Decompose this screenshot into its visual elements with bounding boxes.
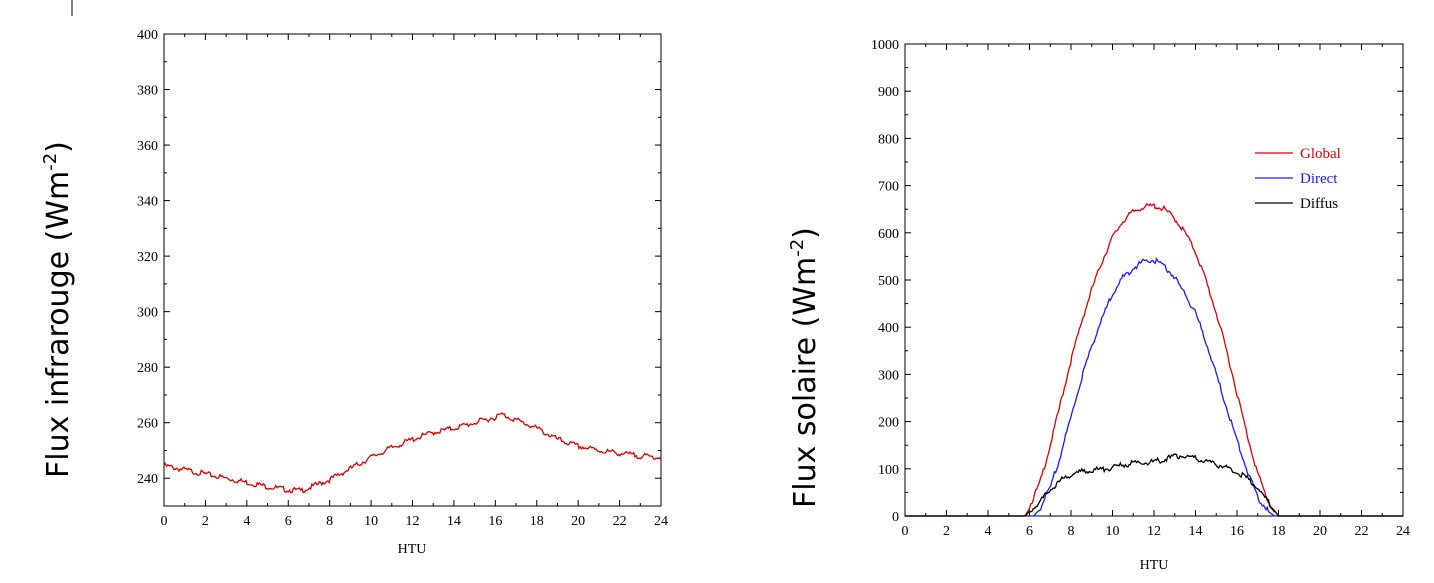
- infrared-flux-chart: Flux infrarouge (Wm-2) 0 2 4 6 8 10 12 14 16 18 20…: [40, 0, 668, 557]
- y-tick-label: 800: [878, 132, 899, 147]
- y-axis-label-exponent: -2: [40, 153, 61, 171]
- legend: Global Direct Diffus: [1255, 146, 1341, 212]
- y-tick-label: 0: [892, 510, 899, 525]
- y-tick-label: 400: [878, 321, 899, 336]
- y-tick-label: 600: [878, 227, 899, 242]
- x-tick-label: 22: [1355, 524, 1369, 539]
- x-axis-label: HTU: [398, 542, 427, 557]
- x-tick-label: 0: [902, 524, 909, 539]
- y-axis-label-main: Flux infrarouge (Wm: [41, 171, 76, 478]
- x-tick-label: 12: [1147, 524, 1161, 539]
- series-line-diffus: [905, 453, 1403, 517]
- x-tick-label: 24: [654, 514, 668, 529]
- y-axis-label-close: ): [788, 227, 823, 239]
- y-tick-label: 280: [137, 361, 158, 376]
- y-tick-label: 240: [137, 472, 158, 487]
- y-tick-label: 500: [878, 274, 899, 289]
- x-tick-label: 14: [447, 514, 461, 529]
- y-ticks: 240 260 280 300 320 340 360 380 400: [137, 28, 661, 487]
- x-tick-label: 16: [488, 514, 502, 529]
- y-tick-label: 400: [137, 28, 158, 43]
- y-tick-label: 360: [137, 139, 158, 154]
- y-axis-label-exponent: -2: [787, 239, 808, 257]
- plot-frame: [904, 43, 1404, 517]
- x-tick-label: 20: [571, 514, 585, 529]
- y-tick-label: 200: [878, 416, 899, 431]
- y-tick-label: 1000: [871, 38, 899, 53]
- y-axis-label: Flux infrarouge (Wm-2): [40, 141, 76, 478]
- x-tick-label: 2: [202, 514, 209, 529]
- series-line-global: [905, 202, 1403, 517]
- x-tick-label: 8: [1068, 524, 1075, 539]
- y-axis-label-close: ): [41, 141, 76, 153]
- y-axis-label-main: Flux solaire (Wm: [788, 257, 823, 508]
- legend-label: Global: [1300, 146, 1341, 162]
- y-tick-label: 700: [878, 180, 899, 195]
- x-tick-label: 22: [613, 514, 627, 529]
- x-ticks: 0 2 4 6 8 10 12 14 16 18 20 22 24: [161, 34, 668, 529]
- y-tick-label: 380: [137, 84, 158, 99]
- x-tick-label: 12: [406, 514, 420, 529]
- solar-flux-chart: Flux solaire (Wm-2) 0 2 4 6 8 10 12 14 16 18 20 22 2…: [787, 38, 1410, 573]
- series-line-direct: [905, 257, 1403, 517]
- y-tick-label: 900: [878, 85, 899, 100]
- y-axis-label: Flux solaire (Wm-2): [787, 227, 823, 508]
- x-tick-label: 24: [1396, 524, 1410, 539]
- y-ticks: 0 100 200 300 400 500 600 700 800 900 1000: [871, 38, 1403, 525]
- series-line: [163, 412, 662, 494]
- x-tick-label: 6: [285, 514, 292, 529]
- x-tick-label: 2: [943, 524, 950, 539]
- x-tick-label: 14: [1189, 524, 1203, 539]
- x-tick-label: 4: [985, 524, 992, 539]
- x-ticks: 0 2 4 6 8 10 12 14 16 18 20 22 24: [902, 44, 1410, 539]
- x-tick-label: 20: [1313, 524, 1327, 539]
- x-tick-label: 10: [1106, 524, 1120, 539]
- series-lines: [905, 202, 1403, 517]
- x-tick-label: 18: [1272, 524, 1286, 539]
- series-lines: [163, 412, 662, 494]
- legend-label: Diffus: [1300, 196, 1338, 212]
- y-tick-label: 300: [137, 306, 158, 321]
- x-axis-label: HTU: [1140, 558, 1169, 573]
- x-tick-label: 8: [326, 514, 333, 529]
- y-tick-label: 300: [878, 368, 899, 383]
- x-tick-label: 18: [530, 514, 544, 529]
- x-tick-label: 10: [364, 514, 378, 529]
- x-tick-label: 16: [1230, 524, 1244, 539]
- x-tick-label: 0: [161, 514, 168, 529]
- y-tick-label: 260: [137, 417, 158, 432]
- y-tick-label: 340: [137, 195, 158, 210]
- y-tick-label: 100: [878, 463, 899, 478]
- y-tick-label: 320: [137, 250, 158, 265]
- x-tick-label: 6: [1026, 524, 1033, 539]
- x-tick-label: 4: [243, 514, 250, 529]
- plot-frame: [163, 33, 662, 507]
- legend-label: Direct: [1300, 171, 1338, 187]
